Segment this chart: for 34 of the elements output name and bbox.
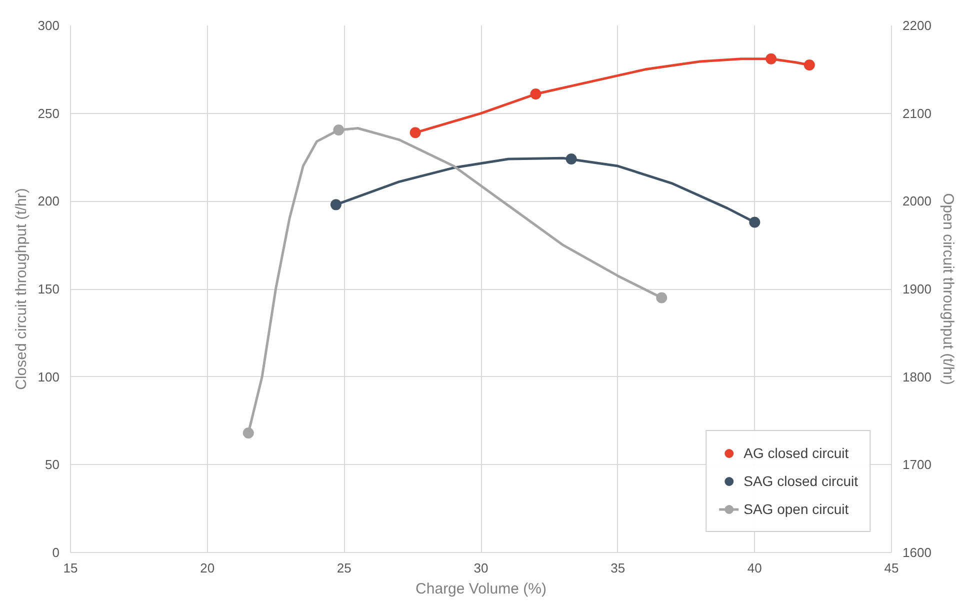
point (749, 216, 760, 228)
y2-tick-label: 1700 (902, 457, 932, 472)
point (530, 88, 542, 100)
x-tick-label: 25 (336, 560, 352, 576)
y2-axis-title: Open circuit throughput (t/hr) (939, 193, 956, 385)
point (804, 60, 815, 71)
x-tick-label: 15 (63, 560, 78, 576)
x-tick-label: 35 (610, 560, 626, 576)
y2-tick-label: 1600 (902, 545, 932, 560)
y2-tick-label: 2200 (902, 18, 932, 33)
legend-label: SAG open circuit (744, 501, 849, 517)
x-tick-label: 30 (474, 560, 488, 576)
point (330, 199, 342, 210)
x-tick-label: 45 (884, 560, 899, 576)
y-axis-title: Closed circuit throughput (t/hr) (12, 188, 30, 390)
y-tick-label: 50 (45, 457, 60, 472)
y2-tick-label: 1900 (902, 282, 932, 296)
y2-tick-label: 2000 (902, 194, 932, 209)
y-tick-label: 250 (38, 106, 60, 121)
legend-label: AG closed circuit (744, 445, 849, 461)
y-tick-label: 200 (38, 194, 60, 209)
y-tick-label: 0 (52, 545, 60, 560)
point (766, 53, 777, 64)
x-tick-label: 40 (747, 560, 762, 576)
y-tick-label: 150 (38, 282, 60, 296)
x-axis-title: Charge Volume (%) (416, 580, 546, 598)
legend-label: SAG closed circuit (744, 473, 858, 489)
y-tick-label: 300 (38, 18, 60, 33)
point (566, 154, 577, 164)
y2-tick-label: 2100 (902, 106, 932, 121)
point (410, 127, 421, 138)
y-tick-label: 100 (38, 369, 60, 384)
y2-tick-label: 1800 (902, 369, 932, 384)
x-tick-label: 20 (200, 560, 215, 576)
